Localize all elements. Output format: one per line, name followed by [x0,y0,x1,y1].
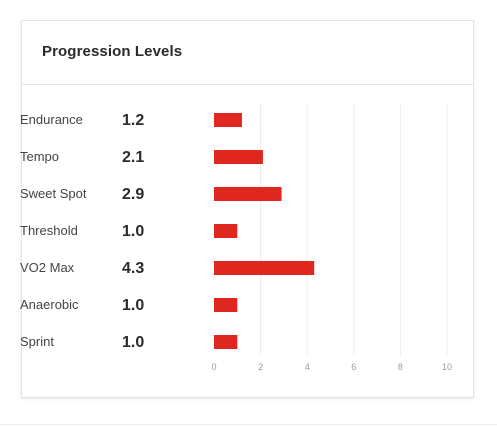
level-value: 2.9 [122,186,145,203]
card-title: Progression Levels [42,43,183,60]
category-label: Anaerobic [20,297,79,312]
category-label: Sprint [20,334,54,349]
bar-threshold [214,224,238,238]
level-value: 4.3 [122,260,145,277]
category-label: Threshold [20,223,78,238]
x-tick-label: 10 [442,362,452,372]
bar-sprint [214,335,238,349]
level-value: 1.0 [122,223,145,240]
level-value: 1.2 [122,112,145,129]
divider [0,424,497,425]
x-tick-label: 4 [305,362,310,372]
x-tick-label: 6 [351,362,356,372]
level-value: 1.0 [122,334,145,351]
x-tick-label: 8 [398,362,403,372]
bar-anaerobic [214,298,238,312]
card-header: Progression Levels [22,21,473,85]
category-label: Endurance [20,112,83,127]
bar-endurance [214,113,242,127]
x-tick-label: 2 [258,362,263,372]
level-value: 1.0 [122,297,145,314]
progression-levels-card: Progression Levels [21,20,474,398]
category-label: VO2 Max [20,260,75,275]
category-label: Tempo [20,149,60,164]
level-value: 2.1 [122,149,145,166]
x-tick-label: 0 [211,362,216,372]
bar-tempo [214,150,263,164]
bar-sweet-spot [214,187,282,201]
bar-vo2-max [214,261,315,275]
category-label: Sweet Spot [20,186,87,201]
